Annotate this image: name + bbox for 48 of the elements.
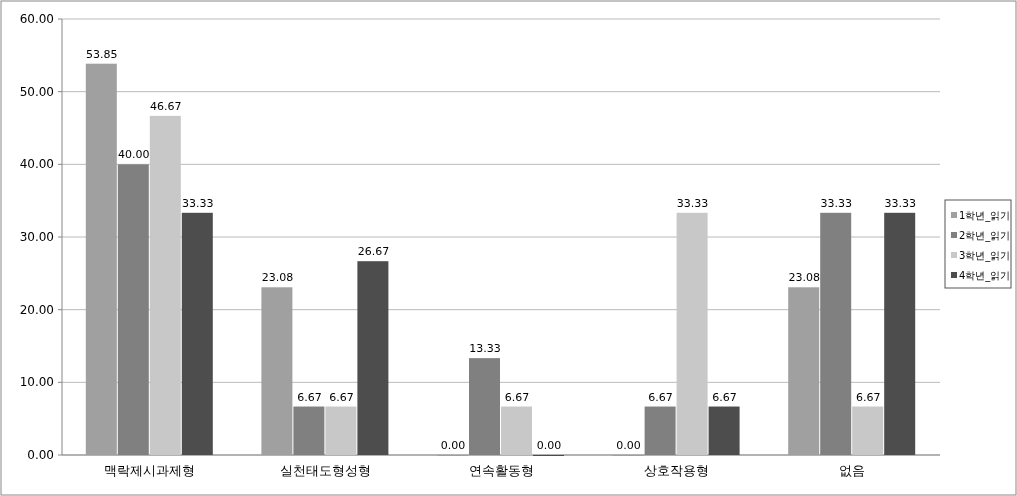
x-tick-label: 실천태도형성형 <box>279 463 371 478</box>
y-tick-label: 40.00 <box>19 157 54 172</box>
bar <box>325 406 357 455</box>
bar <box>501 406 532 455</box>
bar <box>85 63 117 455</box>
x-tick-label: 없음 <box>839 463 866 478</box>
bar <box>357 261 389 455</box>
bar <box>788 287 820 455</box>
legend-label: 2학년_읽기 <box>959 230 1011 242</box>
data-label: 6.67 <box>297 390 322 404</box>
data-label: 6.67 <box>329 390 354 404</box>
data-label: 46.67 <box>150 99 182 113</box>
data-label: 6.67 <box>712 390 737 404</box>
data-label: 0.00 <box>440 439 466 452</box>
data-label: 40.00 <box>118 148 150 162</box>
data-label: 23.08 <box>788 271 820 285</box>
data-label: 6.67 <box>648 390 673 404</box>
legend-label: 3학년_읽기 <box>959 250 1011 262</box>
bar <box>149 115 181 455</box>
y-tick-label: 10.00 <box>19 375 54 390</box>
legend-label: 1학년_읽기 <box>959 210 1011 222</box>
data-label: 6.67 <box>504 390 530 404</box>
data-label: 6.67 <box>855 390 881 404</box>
x-tick-label: 상호작용형 <box>644 463 710 478</box>
y-tick-label: 30.00 <box>19 230 54 244</box>
data-label: 26.67 <box>357 245 390 259</box>
y-tick-label: 0.00 <box>27 448 54 462</box>
data-label: 33.33 <box>182 196 214 210</box>
data-label: 53.85 <box>86 47 118 61</box>
bar <box>708 406 740 455</box>
x-tick-label: 맥락제시과제형 <box>104 463 196 478</box>
bar <box>852 406 884 455</box>
y-tick-label: 20.00 <box>19 302 54 317</box>
y-tick-label: 60.00 <box>19 12 54 26</box>
bar <box>181 212 213 455</box>
data-label: 33.33 <box>676 196 709 210</box>
bar <box>884 212 916 455</box>
data-label: 33.33 <box>884 196 916 210</box>
data-label: 33.33 <box>820 196 852 210</box>
data-label: 23.08 <box>261 271 294 285</box>
data-label: 0.00 <box>536 439 562 452</box>
y-tick-label: 50.00 <box>19 84 54 99</box>
data-label: 0.00 <box>616 439 641 452</box>
x-tick-label: 연속활동형 <box>468 463 534 478</box>
legend-label: 4학년_읽기 <box>959 270 1011 282</box>
bar <box>676 212 708 455</box>
bar <box>261 287 293 455</box>
data-label: 13.33 <box>469 342 501 356</box>
